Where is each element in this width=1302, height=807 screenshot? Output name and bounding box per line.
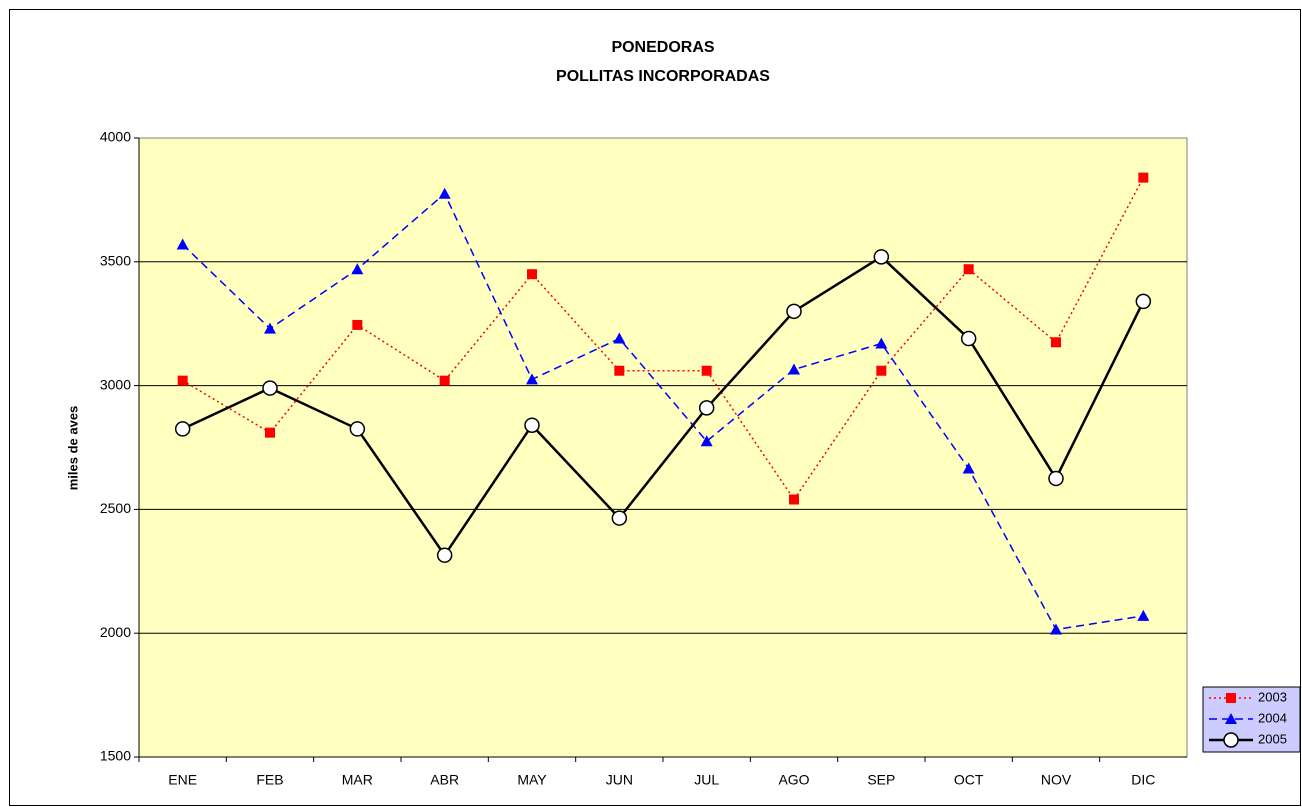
data-point [614,365,625,376]
data-point [524,417,540,433]
data-point [1135,293,1152,310]
data-point [352,319,363,330]
chart-subtitle: POLLITAS INCORPORADAS [556,68,770,85]
y-axis-label: miles de aves [65,406,80,491]
x-tick-label: NOV [1041,772,1072,788]
data-point [1051,337,1061,348]
x-tick-label: ABR [430,772,459,788]
data-point [177,375,188,386]
data-point [963,264,974,275]
legend-marker [1223,732,1239,748]
data-point [613,332,626,344]
legend-label: 2003 [1258,689,1287,704]
legend-label: 2005 [1258,731,1287,746]
data-point [789,494,799,505]
data-point [176,238,189,250]
data-point [788,363,800,375]
data-point [262,380,278,396]
x-tick-label: MAY [517,772,547,788]
data-point [349,421,366,437]
x-tick-label: ENE [168,772,197,788]
data-point [786,303,802,320]
data-point [960,330,977,347]
legend-marker [1225,713,1237,724]
chart-title: PONEDORAS [611,39,714,56]
y-tick-label: 3500 [100,253,131,269]
x-tick-label: JUL [694,772,719,788]
x-tick-label: SEP [867,772,895,788]
y-tick-label: 2000 [100,624,131,640]
data-point [611,510,628,526]
data-point [265,427,275,438]
data-point [701,365,712,376]
data-point [174,421,191,437]
series-line [182,255,1145,558]
data-point [876,365,887,376]
data-point [526,373,538,385]
legend-marker [1226,693,1236,703]
data-point [439,375,450,386]
data-point [1048,470,1064,487]
data-point [962,462,975,474]
data-point [264,322,276,334]
y-tick-label: 1500 [100,748,131,764]
y-tick-label: 4000 [100,129,131,145]
series-line [182,192,1144,631]
data-point [436,547,453,563]
x-tick-label: OCT [954,772,984,788]
data-point [698,400,715,416]
data-point [527,269,537,280]
data-point [700,435,713,447]
plot-area [138,137,1188,758]
x-tick-label: FEB [256,772,283,788]
x-tick-label: MAR [342,772,373,788]
legend-label: 2004 [1258,710,1287,725]
x-tick-label: JUN [606,772,633,788]
x-tick-label: AGO [778,772,809,788]
data-point [438,187,451,199]
data-point [1138,172,1149,183]
data-point [1050,623,1062,635]
series-line [182,177,1144,501]
data-point [875,337,888,349]
y-tick-label: 3000 [100,376,131,392]
y-tick-label: 2500 [100,500,131,516]
x-tick-label: DIC [1131,772,1155,788]
data-point [1137,609,1150,621]
data-point [351,263,364,275]
data-point [873,249,890,265]
